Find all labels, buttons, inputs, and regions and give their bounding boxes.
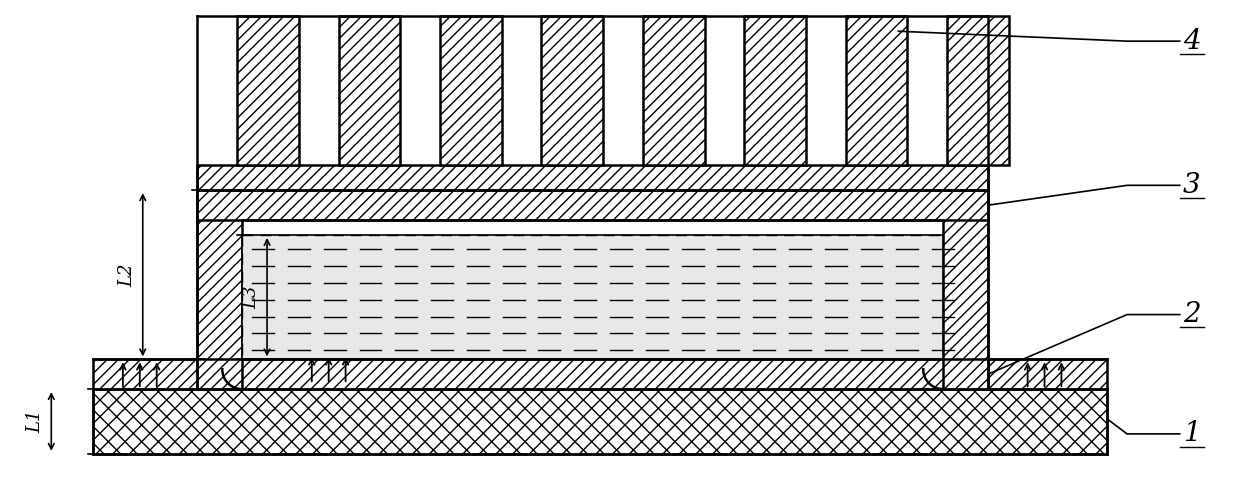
- Bar: [197, 190, 242, 389]
- Text: L2: L2: [118, 263, 136, 287]
- Bar: [745, 16, 805, 165]
- Text: 4: 4: [1183, 27, 1201, 54]
- Bar: [947, 16, 1009, 165]
- Bar: [93, 359, 1108, 389]
- Bar: [643, 16, 705, 165]
- Bar: [440, 16, 502, 165]
- Bar: [197, 165, 987, 190]
- Bar: [197, 190, 987, 220]
- Text: 1: 1: [1183, 420, 1201, 447]
- Bar: [846, 16, 907, 165]
- Bar: [242, 235, 943, 359]
- Bar: [93, 389, 1108, 454]
- Text: 2: 2: [1183, 301, 1201, 328]
- Text: L1: L1: [26, 410, 45, 433]
- Text: 3: 3: [1183, 172, 1201, 199]
- Bar: [338, 16, 400, 165]
- Bar: [943, 190, 987, 389]
- Bar: [541, 16, 603, 165]
- Text: L3: L3: [242, 285, 260, 309]
- Bar: [237, 16, 299, 165]
